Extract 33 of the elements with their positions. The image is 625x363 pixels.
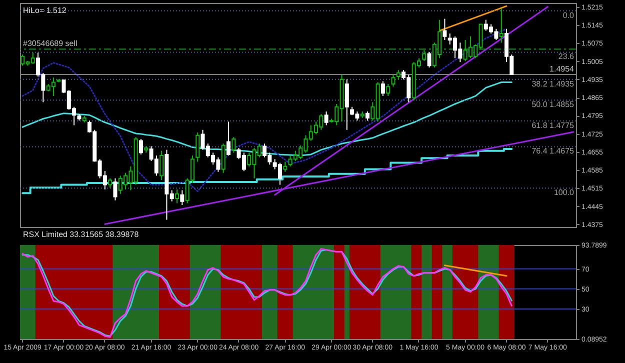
candlestick <box>221 143 226 174</box>
annotation: 50.0 1.4855 <box>532 100 575 110</box>
annotation: 38.2 1.4935 <box>532 79 575 88</box>
candlestick <box>113 178 118 201</box>
candlestick <box>344 78 349 130</box>
candlestick <box>366 111 370 122</box>
candlestick <box>196 132 200 162</box>
ref-line-label: #30546689 sell <box>23 39 78 48</box>
candlestick <box>232 136 236 154</box>
candlestick <box>283 161 288 172</box>
chart-title: RSX Limited 33.31565 38.39878 <box>23 230 140 239</box>
candlestick <box>386 84 390 96</box>
candlestick <box>422 50 426 62</box>
candlestick <box>324 111 328 126</box>
candlestick <box>175 188 180 204</box>
chart-title: HiLo= 1.512 <box>23 6 67 15</box>
candlestick <box>499 8 504 44</box>
candlestick <box>442 18 447 41</box>
annotation: 76.4 1.4675 <box>532 146 575 156</box>
annotation: 100.0 <box>554 188 575 198</box>
ref-line-label: 1.4954 <box>550 64 575 74</box>
candlestick <box>108 178 112 188</box>
candlestick <box>391 74 396 88</box>
annotation: 23.6 <box>558 52 575 62</box>
candlestick <box>160 150 164 181</box>
annotation: 61.8 1.4775 <box>532 120 575 130</box>
candlestick <box>180 190 184 206</box>
annotation: 0.0 <box>562 10 575 20</box>
candlestick <box>380 80 385 96</box>
candlestick <box>427 51 432 68</box>
candlestick <box>138 138 143 155</box>
candlestick <box>396 70 400 80</box>
candlestick <box>226 121 230 156</box>
